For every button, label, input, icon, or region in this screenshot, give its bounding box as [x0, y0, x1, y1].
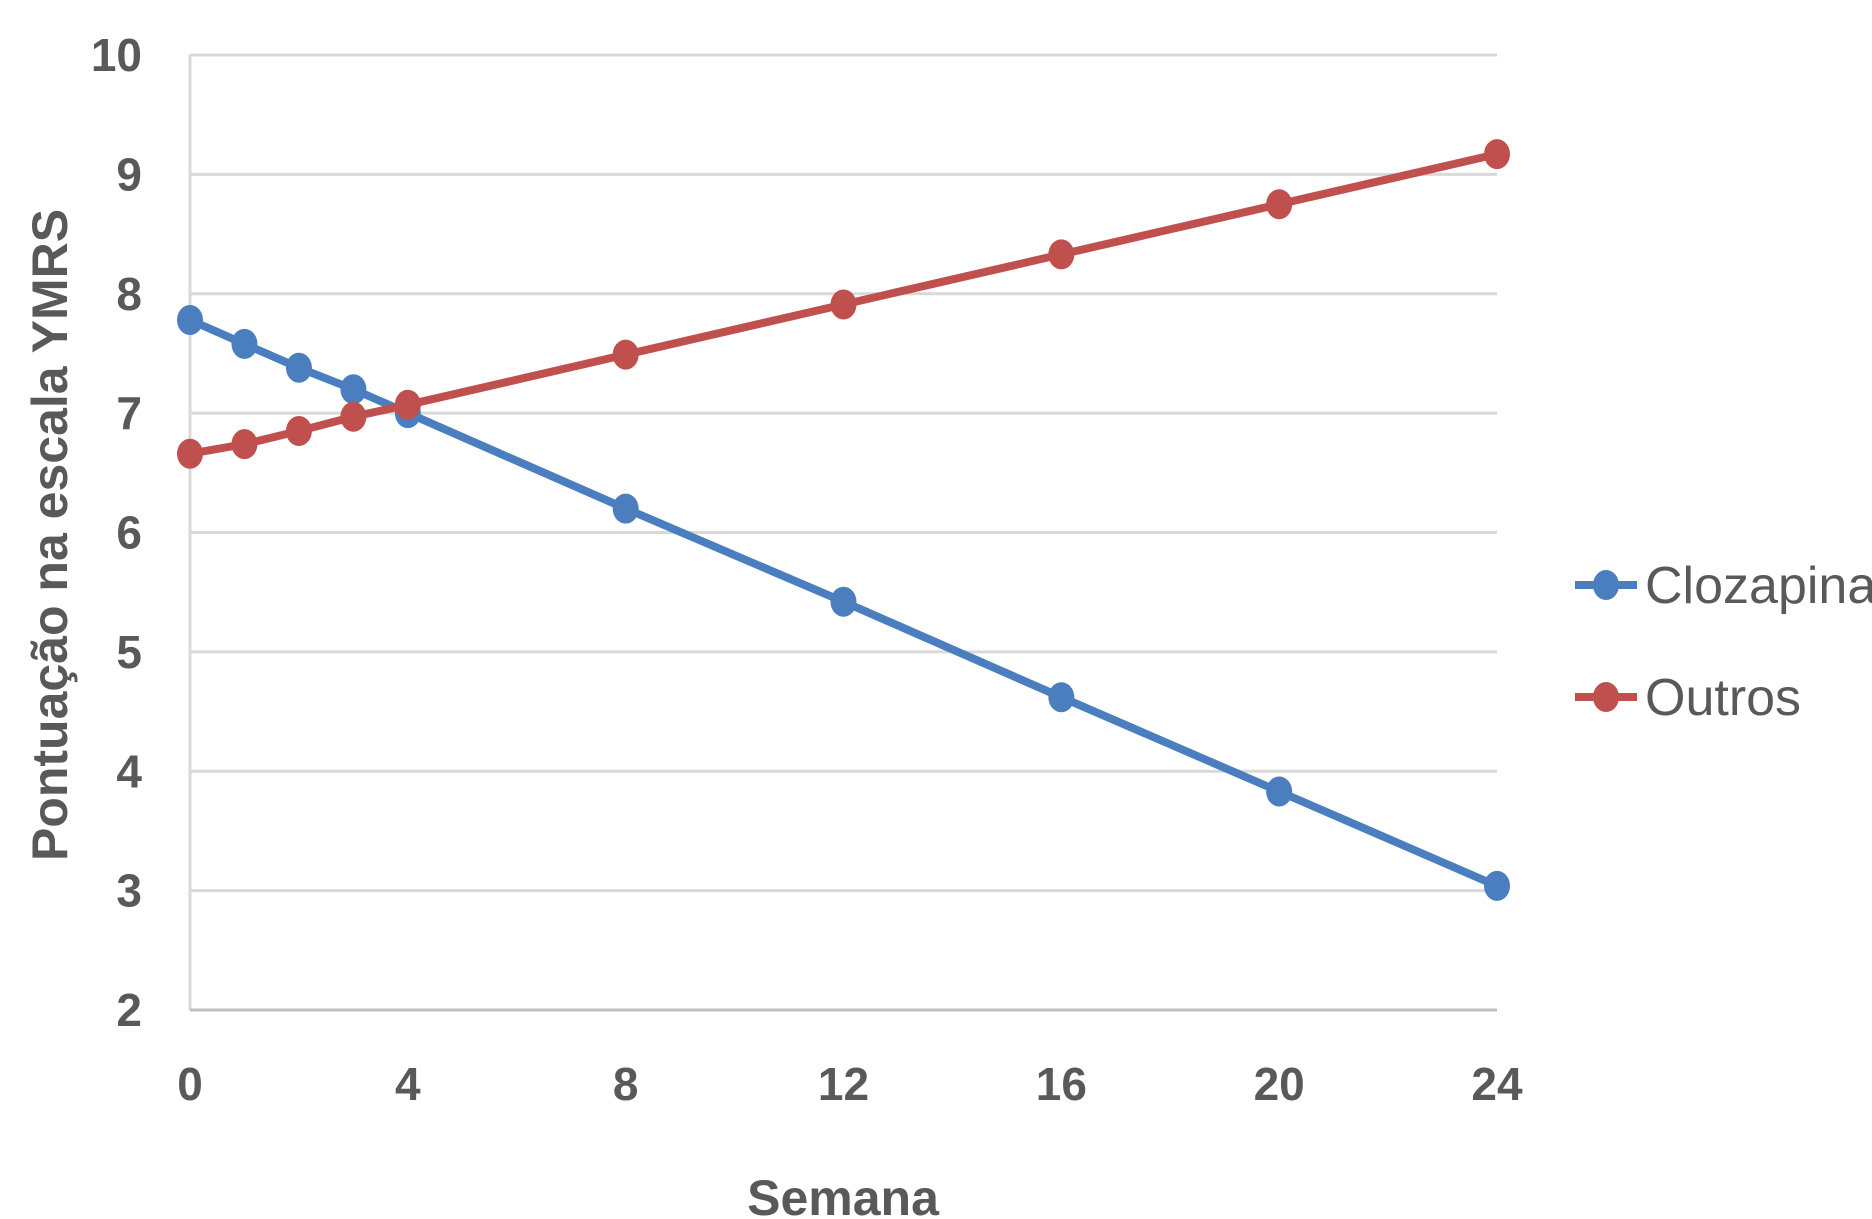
data-point [830, 586, 857, 617]
x-tick-label: 0 [177, 1058, 203, 1110]
legend-marker [1593, 682, 1619, 712]
data-point [1266, 189, 1293, 220]
x-tick-label: 24 [1471, 1058, 1523, 1110]
data-point [340, 401, 367, 432]
data-point [612, 339, 639, 370]
y-tick-label: 5 [116, 626, 142, 678]
y-tick-label: 8 [116, 268, 142, 320]
data-point [394, 389, 421, 420]
series-clozapina [177, 305, 1510, 901]
x-tick-label: 8 [613, 1058, 639, 1110]
y-tick-label: 7 [116, 387, 142, 439]
data-point [177, 305, 203, 336]
data-point [1484, 139, 1510, 170]
y-tick-label: 2 [116, 984, 142, 1036]
data-point [830, 289, 857, 320]
x-tick-label: 16 [1036, 1058, 1087, 1110]
y-tick-label: 9 [116, 148, 142, 200]
y-axis-title: Pontuação na escala YMRS [22, 209, 78, 861]
legend-label: Outros [1645, 669, 1801, 727]
data-point [1484, 870, 1510, 901]
data-point [231, 328, 258, 359]
series [177, 139, 1510, 901]
data-point [177, 438, 203, 469]
legend-marker [1593, 570, 1619, 600]
legend-entry: Outros [1575, 669, 1801, 727]
series-line [186, 150, 1501, 458]
data-point [231, 429, 258, 460]
legend: Clozapina Outros [1575, 557, 1872, 727]
series-line [186, 316, 1501, 890]
x-tick-label: 12 [818, 1058, 869, 1110]
grid-lines [190, 53, 1497, 893]
legend-label: Clozapina [1645, 557, 1872, 615]
legend-entry: Clozapina [1575, 557, 1872, 615]
series-outros [177, 139, 1510, 469]
axes [188, 55, 1497, 1012]
y-tick-label: 4 [116, 745, 142, 797]
x-tick-label: 4 [395, 1058, 421, 1110]
data-point [1048, 682, 1075, 713]
data-point [612, 493, 639, 524]
data-point [285, 352, 312, 383]
data-point [1048, 239, 1075, 270]
data-point [1266, 776, 1293, 807]
data-point [285, 416, 312, 447]
y-tick-label: 10 [91, 29, 142, 81]
x-axis-title: Semana [747, 1170, 940, 1219]
x-tick-labels: 0 4 8 12 16 20 24 [177, 1058, 1523, 1110]
y-tick-label: 6 [116, 507, 142, 559]
x-tick-label: 20 [1254, 1058, 1305, 1110]
data-point [340, 374, 367, 405]
y-tick-labels: 2 3 4 5 6 7 8 9 10 [91, 29, 143, 1036]
y-tick-label: 3 [116, 865, 142, 917]
